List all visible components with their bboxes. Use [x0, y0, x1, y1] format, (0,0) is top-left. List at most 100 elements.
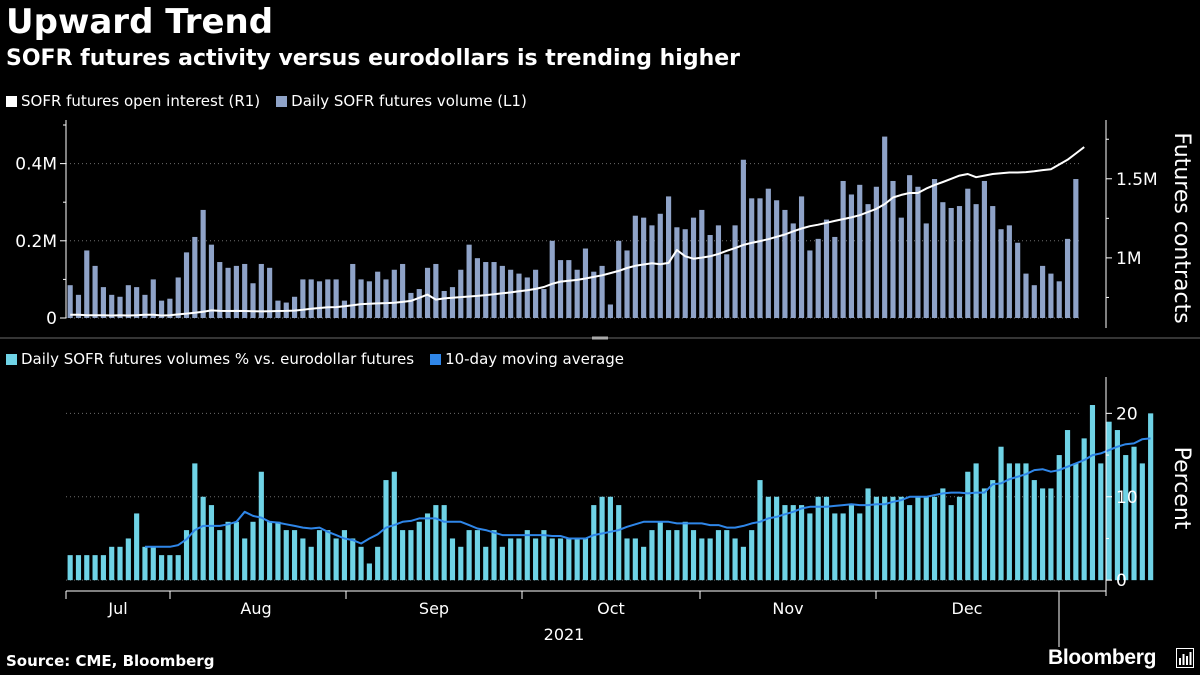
percent-bar	[1056, 455, 1062, 581]
volume-bar	[907, 175, 913, 318]
percent-bar	[283, 530, 289, 581]
percent-bar	[208, 505, 215, 581]
percent-bar	[1114, 430, 1120, 581]
volume-bar	[167, 298, 173, 318]
percent-bar	[449, 538, 456, 581]
percent-bar	[923, 496, 929, 581]
percent-bar	[865, 488, 871, 581]
volume-bar	[715, 225, 722, 318]
percent-bar	[840, 513, 846, 581]
volume-bar	[1040, 265, 1046, 318]
volume-bar	[607, 304, 613, 318]
volume-bar	[566, 260, 572, 318]
volume-bars	[67, 136, 1079, 318]
volume-bar	[1015, 242, 1021, 318]
percent-bar	[275, 521, 281, 581]
volume-bar	[159, 300, 165, 318]
volume-bar	[873, 186, 879, 318]
volume-bar	[1064, 238, 1071, 318]
volume-bar	[92, 265, 98, 318]
percent-bar	[1131, 446, 1137, 581]
x-axis-month-label: Aug	[240, 599, 271, 618]
percent-bar	[233, 521, 239, 581]
percent-bar	[649, 530, 655, 581]
x-axis-month-label: Nov	[772, 599, 803, 618]
volume-bar	[765, 188, 771, 318]
volume-bar	[300, 279, 306, 318]
volume-bar	[915, 186, 921, 318]
x-axis-month-label: Jul	[107, 599, 127, 618]
legend-swatch-open-interest	[6, 95, 17, 107]
percent-bar	[1073, 463, 1079, 581]
top-panel-axes: 0 0.2M 0.4M 1M 1.5M	[0, 120, 1200, 340]
volume-bar	[175, 277, 181, 318]
legend-item-volume: Daily SOFR futures volume (L1)	[276, 92, 527, 110]
volume-bar	[474, 258, 480, 318]
percent-bar	[715, 530, 722, 581]
volume-bar	[674, 227, 680, 318]
volume-bar	[940, 202, 946, 318]
volume-bar	[449, 287, 456, 318]
volume-bar	[192, 236, 198, 318]
percent-bar	[1006, 463, 1012, 581]
percent-bar	[217, 530, 223, 581]
percent-bar	[591, 505, 597, 581]
volume-bar	[291, 296, 298, 318]
volume-bar	[774, 200, 780, 318]
volume-bar	[341, 300, 348, 318]
percent-bar	[383, 480, 389, 581]
top-right-tick-label: 1M	[1116, 249, 1141, 269]
legend-swatch-pct	[6, 353, 17, 365]
percent-bar	[125, 538, 131, 581]
volume-bar	[898, 217, 904, 318]
percent-bar	[1098, 463, 1104, 581]
volume-bar	[682, 229, 688, 318]
percent-bar	[524, 530, 530, 581]
x-axis-year-label: 2021	[544, 625, 585, 644]
x-axis-month-label: Oct	[597, 599, 625, 618]
percent-bar	[707, 538, 713, 581]
percent-bar	[250, 521, 256, 581]
percent-bar	[508, 538, 514, 581]
percent-bar	[790, 505, 796, 581]
percent-bar	[516, 538, 522, 581]
percent-bar	[167, 555, 173, 581]
bloomberg-terminal-icon	[1176, 648, 1194, 668]
chart-subtitle: SOFR futures activity versus eurodollars…	[6, 46, 741, 71]
x-axis-month-label: Dec	[952, 599, 983, 618]
percent-bar	[1148, 413, 1154, 581]
volume-bar	[699, 209, 705, 318]
percent-bar	[433, 505, 439, 581]
percent-bar	[724, 530, 730, 581]
volume-bar	[117, 296, 123, 318]
top-left-tick-label: 0	[46, 309, 57, 329]
percent-bar	[192, 463, 198, 581]
legend-item-open-interest: SOFR futures open interest (R1)	[6, 92, 260, 110]
volume-bar	[225, 267, 231, 318]
percent-bar	[574, 538, 580, 581]
top-left-tick-label: 0.2M	[15, 232, 57, 252]
volume-bar	[616, 240, 622, 318]
percent-bar	[832, 513, 838, 581]
percent-bar	[965, 471, 971, 581]
volume-bar	[973, 204, 979, 318]
percent-bar	[657, 521, 663, 581]
percent-bar	[557, 538, 564, 581]
percent-bar	[740, 546, 746, 581]
percent-bar	[732, 538, 738, 581]
volume-bar	[557, 260, 564, 318]
percent-bar	[117, 546, 123, 581]
volume-bar	[325, 279, 331, 318]
moving-average-line-group	[145, 437, 1151, 548]
percent-bar	[358, 546, 364, 581]
source-note: Source: CME, Bloomberg	[6, 652, 215, 670]
percent-bar	[441, 505, 447, 581]
volume-bar	[242, 263, 248, 318]
volume-bar	[466, 244, 472, 318]
percent-bar	[632, 538, 638, 581]
volume-bar	[823, 219, 830, 318]
percent-bar	[159, 555, 165, 581]
percent-bar	[458, 546, 464, 581]
percent-bar	[75, 555, 82, 581]
percent-bar	[624, 538, 630, 581]
